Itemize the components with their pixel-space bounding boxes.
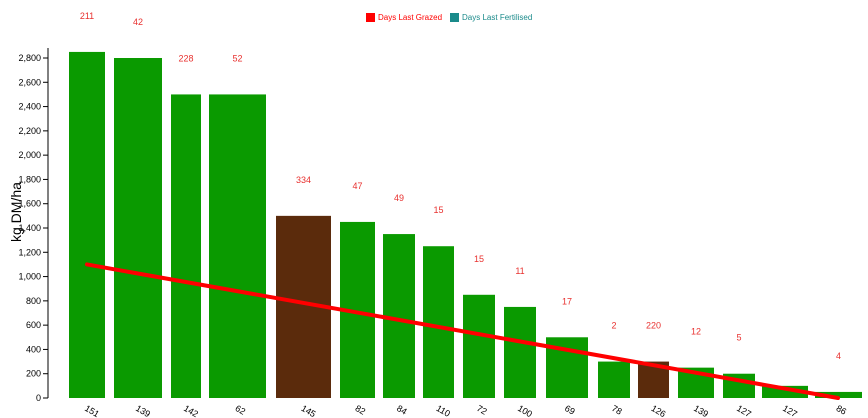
x-tick-label: 127	[735, 403, 753, 418]
y-tick-label: 1,800	[18, 174, 41, 184]
x-tick-label: 139	[134, 403, 152, 418]
y-tick-label: 1,400	[18, 223, 41, 233]
x-tick-label: 126	[650, 403, 668, 418]
legend-label-fertilised: Days Last Fertilised	[462, 13, 533, 22]
bar-label: 15	[433, 205, 443, 215]
bar-label: 11	[515, 266, 524, 276]
bar-label: 52	[232, 53, 242, 63]
y-tick-label: 2,600	[18, 77, 41, 87]
y-tick-label: 1,000	[18, 272, 41, 282]
x-tick-label: 82	[354, 403, 368, 417]
bar-label: 12	[691, 327, 701, 337]
y-tick-label: 2,200	[18, 126, 41, 136]
bar-label: 4	[836, 351, 841, 361]
x-tick-label: 62	[234, 403, 248, 417]
x-tick-label: 86	[835, 403, 849, 417]
y-tick-label: 2,400	[18, 102, 41, 112]
y-tick-label: 1,600	[18, 199, 41, 209]
bar-label: 228	[178, 53, 193, 63]
y-tick-label: 600	[26, 320, 41, 330]
bar	[504, 306, 536, 398]
chart-legend: Days Last Grazed Days Last Fertilised	[366, 13, 540, 22]
x-tick-label: 69	[563, 403, 577, 417]
x-tick-label: 145	[300, 403, 318, 418]
bar	[598, 361, 630, 398]
bar-label: 17	[562, 296, 572, 306]
legend-swatch-fertilised	[450, 13, 460, 22]
x-tick-label: 142	[182, 403, 200, 418]
trend-line	[85, 262, 840, 400]
bar-label: 5	[736, 333, 741, 343]
legend-item-fertilised[interactable]: Days Last Fertilised	[450, 13, 532, 22]
x-tick-label: 151	[83, 403, 101, 418]
bar	[423, 246, 454, 398]
x-tick-label: 72	[475, 403, 489, 417]
x-tick-label: 139	[692, 403, 710, 418]
bar	[171, 94, 201, 398]
bar-label: 2	[611, 321, 616, 331]
bar-label: 42	[133, 17, 143, 27]
y-tick-label: 400	[26, 344, 41, 354]
legend-swatch-grazed	[366, 13, 375, 22]
bar	[815, 391, 862, 398]
y-tick-label: 2,800	[18, 53, 41, 63]
bar-label: 47	[352, 181, 362, 191]
bar-label: 49	[394, 193, 404, 203]
y-tick-label: 0	[36, 393, 41, 403]
x-tick-label: 110	[435, 403, 452, 418]
bar-label: 220	[646, 321, 661, 331]
x-tick-label: 127	[781, 403, 799, 418]
bar-label: 211	[80, 11, 94, 21]
legend-label-grazed: Days Last Grazed	[378, 13, 443, 22]
y-tick-label: 800	[26, 296, 41, 306]
y-tick-label: 1,200	[18, 247, 41, 257]
legend-item-grazed[interactable]: Days Last Grazed	[366, 13, 442, 22]
x-tick-label: 78	[610, 403, 624, 417]
bar-label: 15	[474, 254, 484, 264]
bar-label: 334	[296, 175, 311, 185]
bar	[463, 294, 495, 398]
y-tick-label: 200	[26, 369, 41, 379]
bar	[114, 58, 162, 398]
y-tick-label: 2,000	[18, 150, 41, 160]
x-tick-label: 100	[516, 403, 534, 418]
bar	[69, 51, 105, 399]
bar	[209, 94, 266, 398]
x-tick-label: 84	[395, 403, 409, 417]
